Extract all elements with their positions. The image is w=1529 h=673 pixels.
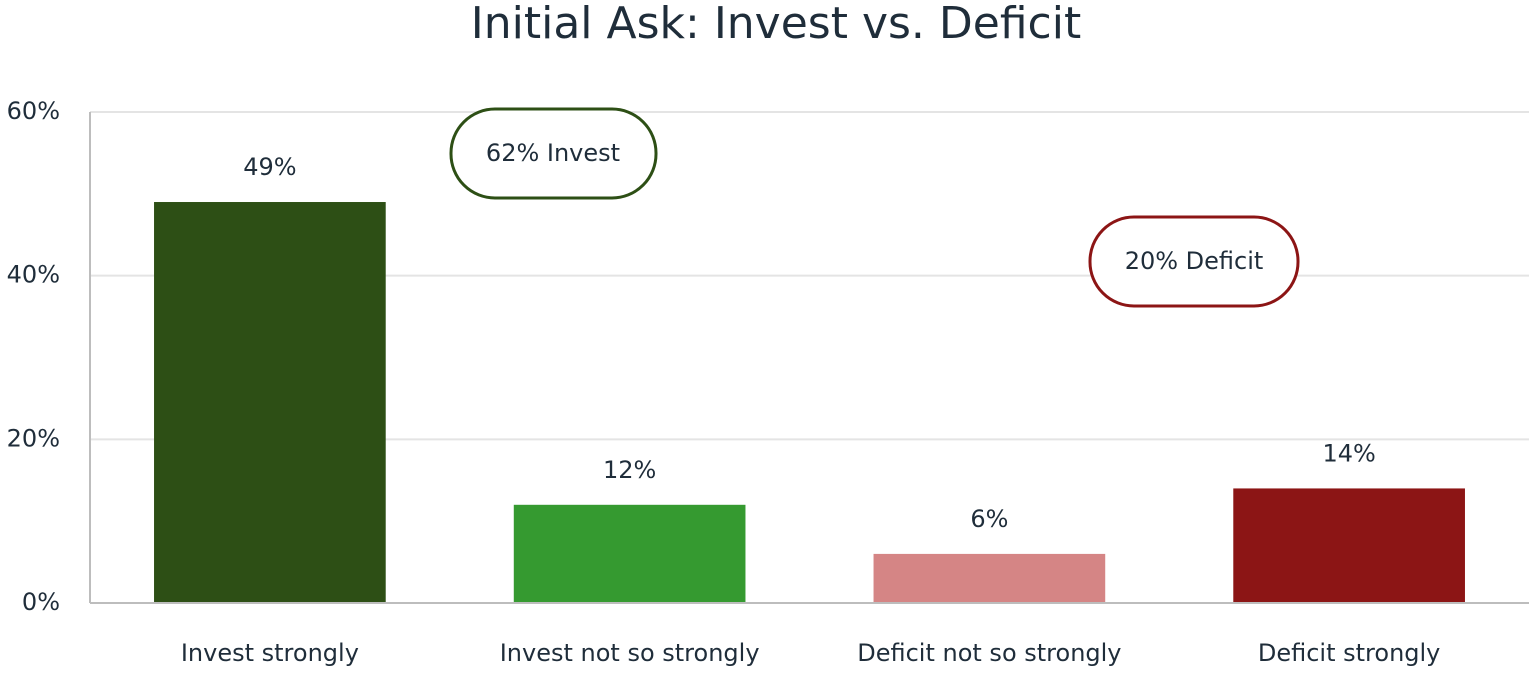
y-tick-label: 20% (7, 424, 60, 452)
annotation: 20% Deficit (1125, 247, 1264, 275)
annotation-box (449, 107, 658, 200)
chart-title: Initial Ask: Invest vs. Deficit (471, 0, 1081, 49)
x-tick-label: Invest not so strongly (500, 639, 760, 667)
bar (873, 553, 1106, 603)
bar (513, 504, 746, 603)
bar (1233, 488, 1465, 603)
value-label: 6% (970, 505, 1008, 533)
y-tick-label: 40% (7, 261, 60, 289)
value-label: 49% (243, 153, 296, 181)
x-tick-label: Deficit not so strongly (857, 639, 1121, 667)
annotation-box (1088, 215, 1300, 308)
x-tick-label: Invest strongly (181, 639, 359, 667)
annotation: 62% Invest (486, 139, 620, 167)
bar (154, 202, 386, 603)
value-label: 14% (1322, 439, 1375, 467)
y-tick-label: 0% (22, 588, 60, 616)
value-label: 12% (603, 456, 656, 484)
y-tick-label: 60% (7, 97, 60, 125)
x-tick-label: Deficit strongly (1258, 639, 1441, 667)
